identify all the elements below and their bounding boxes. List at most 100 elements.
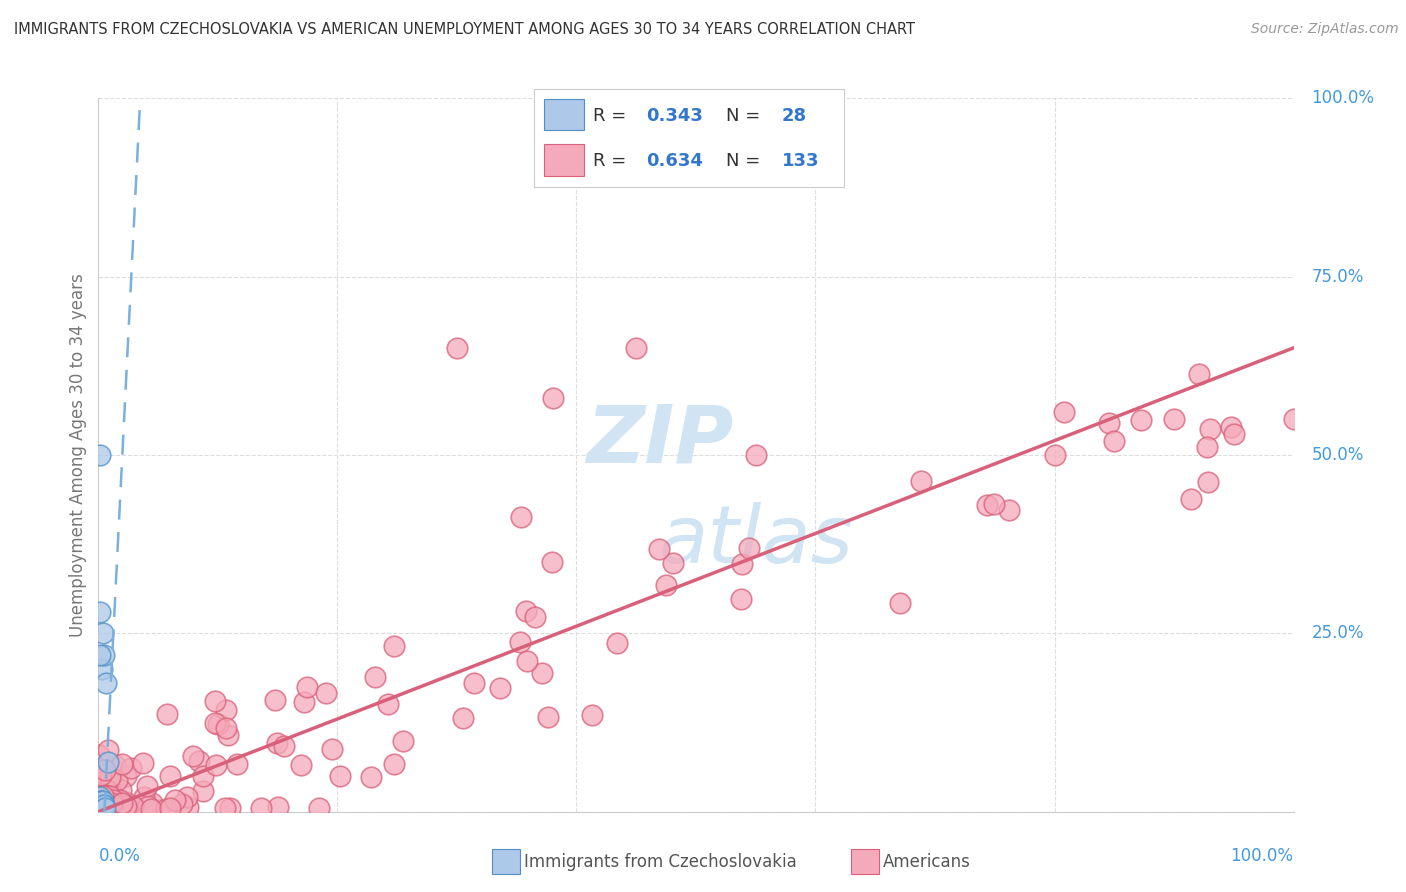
FancyBboxPatch shape [544, 145, 583, 176]
Point [516, 654, 538, 668]
Point [97, 743, 120, 757]
Point [127, 803, 149, 817]
Point [207, 717, 229, 731]
Point [1197, 475, 1219, 489]
Point [215, 703, 238, 717]
Point [89, 801, 111, 815]
Text: 28: 28 [782, 107, 807, 125]
Point [998, 502, 1021, 516]
Point [91, 662, 114, 676]
Point [101, 772, 124, 787]
Point [87, 801, 110, 815]
Point [114, 768, 136, 782]
Point [730, 592, 752, 607]
Point [738, 541, 761, 556]
Point [523, 609, 546, 624]
Point [509, 509, 531, 524]
Point [1102, 434, 1125, 448]
Point [94, 763, 117, 777]
Point [135, 779, 157, 793]
Point [976, 499, 998, 513]
Point [89, 803, 111, 817]
Point [93, 801, 115, 815]
Point [89, 448, 111, 462]
Text: 0.0%: 0.0% [98, 847, 141, 865]
Point [1188, 368, 1211, 382]
Point [530, 666, 553, 681]
Point [1222, 426, 1246, 441]
Point [101, 787, 124, 801]
Point [1199, 422, 1222, 436]
Point [295, 681, 318, 695]
Point [89, 801, 111, 815]
Text: 25.0%: 25.0% [1312, 624, 1364, 642]
Point [98, 789, 121, 804]
Point [93, 783, 115, 797]
Text: 75.0%: 75.0% [1312, 268, 1364, 285]
Point [360, 770, 382, 784]
Point [93, 779, 115, 793]
Point [1098, 417, 1121, 431]
Text: N =: N = [725, 152, 766, 169]
Text: Source: ZipAtlas.com: Source: ZipAtlas.com [1251, 22, 1399, 37]
Point [115, 803, 138, 817]
Text: 0.343: 0.343 [645, 107, 703, 125]
Point [382, 639, 405, 653]
Point [89, 648, 111, 662]
Point [114, 803, 136, 817]
Point [115, 802, 138, 816]
Point [90, 794, 112, 808]
Point [451, 711, 474, 725]
Point [148, 803, 170, 817]
Point [191, 784, 214, 798]
Text: ZIP: ZIP [586, 401, 734, 480]
Point [111, 756, 134, 771]
Point [91, 794, 114, 808]
Point [1053, 405, 1076, 419]
Point [1043, 448, 1066, 462]
Text: 133: 133 [782, 152, 820, 169]
Point [226, 756, 249, 771]
Point [91, 801, 114, 815]
Point [889, 596, 911, 610]
Point [101, 793, 124, 807]
Point [89, 605, 111, 619]
Point [292, 695, 315, 709]
Point [89, 773, 111, 788]
Text: Immigrants from Czechoslovakia: Immigrants from Czechoslovakia [524, 853, 797, 871]
Point [537, 710, 560, 724]
Point [1129, 412, 1152, 426]
Point [648, 541, 671, 556]
Point [108, 793, 131, 807]
Point [214, 801, 236, 815]
Point [94, 801, 117, 815]
Point [489, 681, 512, 695]
Point [217, 728, 239, 742]
Point [654, 578, 676, 592]
Point [273, 739, 295, 753]
Point [90, 768, 112, 782]
Point [315, 685, 337, 699]
Point [91, 778, 114, 792]
Point [188, 754, 211, 768]
Text: atlas: atlas [658, 501, 853, 580]
Point [463, 676, 485, 690]
Point [250, 801, 273, 815]
Text: R =: R = [593, 152, 633, 169]
Point [509, 635, 531, 649]
Point [90, 797, 112, 812]
Point [115, 795, 138, 809]
Point [89, 794, 111, 808]
Point [98, 770, 121, 784]
Point [205, 757, 228, 772]
Point [308, 801, 330, 815]
Point [110, 800, 132, 814]
Point [89, 797, 111, 811]
Text: R =: R = [593, 107, 633, 125]
Point [515, 605, 537, 619]
Point [94, 803, 117, 817]
Point [97, 799, 120, 814]
Text: 100.0%: 100.0% [1230, 847, 1294, 865]
Point [731, 558, 754, 572]
Point [329, 769, 352, 783]
